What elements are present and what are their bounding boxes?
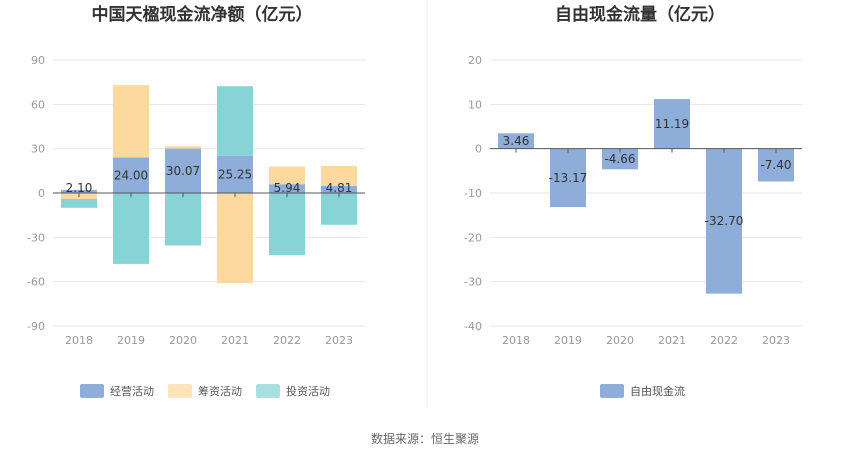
bar-2-2018[interactable]: [61, 198, 97, 208]
bar-2-2022[interactable]: [269, 193, 305, 256]
x-tick-label: 2021: [658, 334, 686, 347]
right-chart-axes: 20 10 0 -10 -20 -30 -40 2018 2019 2020 2021 2022 202…: [464, 54, 802, 347]
y-tick-label: -60: [27, 276, 45, 289]
bar-1-2021[interactable]: [217, 193, 253, 284]
y-tick-label: 20: [468, 54, 482, 67]
legend-swatch: [600, 384, 624, 398]
data-source: 数据来源：恒生聚源: [371, 431, 479, 446]
left-chart-legend[interactable]: 经营活动 筹资活动 投资活动: [80, 384, 330, 398]
y-tick-label: 90: [31, 54, 45, 67]
bar-0-2023[interactable]: [758, 148, 794, 182]
y-tick-label: -20: [464, 231, 482, 244]
bar-0-2018[interactable]: [61, 189, 97, 193]
right-chart-legend[interactable]: 自由现金流: [600, 384, 685, 398]
bar-1-2020[interactable]: [165, 146, 201, 149]
bar-0-2020[interactable]: [165, 148, 201, 193]
x-tick-label: 2018: [65, 334, 93, 347]
data-label: -32.70: [705, 214, 744, 228]
legend-item[interactable]: 经营活动: [80, 384, 154, 398]
bar-0-2021[interactable]: [217, 155, 253, 193]
bar-0-2020[interactable]: [602, 148, 638, 170]
left-chart-title: 中国天楹现金流净额（亿元）: [92, 4, 313, 25]
data-label: 5.94: [274, 181, 301, 195]
x-tick-label: 2020: [606, 334, 634, 347]
bar-2-2021[interactable]: [217, 86, 253, 156]
y-tick-label: -40: [464, 320, 482, 333]
bar-2-2023[interactable]: [321, 193, 357, 225]
x-tick-label: 2022: [273, 334, 301, 347]
data-label: -13.17: [549, 171, 588, 185]
data-label: 30.07: [166, 164, 200, 178]
bar-0-2023[interactable]: [321, 185, 357, 193]
legend-label: 自由现金流: [630, 384, 685, 398]
right-chart-data-labels: 3.46 -13.17 -4.66 11.19 -32.70 -7.40: [503, 117, 792, 228]
legend-swatch: [168, 384, 192, 398]
legend-item[interactable]: 投资活动: [256, 384, 330, 398]
data-label: 24.00: [114, 168, 148, 182]
data-label: 25.25: [218, 167, 252, 181]
legend-item[interactable]: 筹资活动: [168, 384, 242, 398]
x-tick-label: 2023: [762, 334, 790, 347]
x-tick-label: 2020: [169, 334, 197, 347]
left-chart-axes: 90 60 30 0 -30 -60 -90 2018 2019 2020 2021 2022 2023: [27, 54, 365, 347]
right-chart-grid: [490, 59, 802, 327]
bar-2-2019[interactable]: [113, 193, 149, 264]
left-chart-grid: [53, 59, 365, 327]
x-tick-label: 2019: [117, 334, 145, 347]
left-chart-bars: [61, 85, 357, 284]
bar-0-2018[interactable]: [498, 133, 534, 149]
y-tick-label: 10: [468, 98, 482, 111]
bar-1-2023[interactable]: [321, 165, 357, 186]
legend-label: 经营活动: [110, 384, 154, 398]
data-label: 4.81: [326, 181, 353, 195]
bar-0-2019[interactable]: [113, 157, 149, 193]
x-tick-label: 2022: [710, 334, 738, 347]
legend-swatch: [256, 384, 280, 398]
y-tick-label: -30: [464, 276, 482, 289]
data-label: -7.40: [760, 158, 791, 172]
y-tick-label: -90: [27, 320, 45, 333]
y-tick-label: 30: [31, 143, 45, 156]
x-tick-label: 2023: [325, 334, 353, 347]
legend-label: 投资活动: [286, 384, 330, 398]
bar-1-2022[interactable]: [269, 166, 305, 185]
right-chart-bars: [498, 99, 794, 294]
legend-label: 筹资活动: [198, 384, 242, 398]
x-tick-label: 2019: [554, 334, 582, 347]
legend-item[interactable]: 自由现金流: [600, 384, 685, 398]
bar-0-2022[interactable]: [269, 184, 305, 193]
data-label: 2.10: [66, 181, 93, 195]
x-tick-label: 2021: [221, 334, 249, 347]
left-chart-data-labels: 2.10 24.00 30.07 25.25 5.94 4.81: [66, 164, 353, 195]
y-tick-label: 0: [475, 143, 482, 156]
bar-0-2019[interactable]: [550, 148, 586, 208]
bar-0-2022[interactable]: [706, 148, 742, 294]
right-chart-title: 自由现金流量（亿元）: [555, 4, 725, 25]
bar-1-2019[interactable]: [113, 85, 149, 158]
y-tick-label: -10: [464, 187, 482, 200]
data-label: 11.19: [655, 117, 689, 131]
bar-2-2020[interactable]: [165, 193, 201, 246]
data-label: 3.46: [503, 134, 530, 148]
legend-swatch: [80, 384, 104, 398]
bar-0-2021[interactable]: [654, 99, 690, 149]
x-tick-label: 2018: [502, 334, 530, 347]
y-tick-label: 0: [38, 187, 45, 200]
y-tick-label: -30: [27, 231, 45, 244]
y-tick-label: 60: [31, 98, 45, 111]
data-label: -4.66: [604, 152, 635, 166]
